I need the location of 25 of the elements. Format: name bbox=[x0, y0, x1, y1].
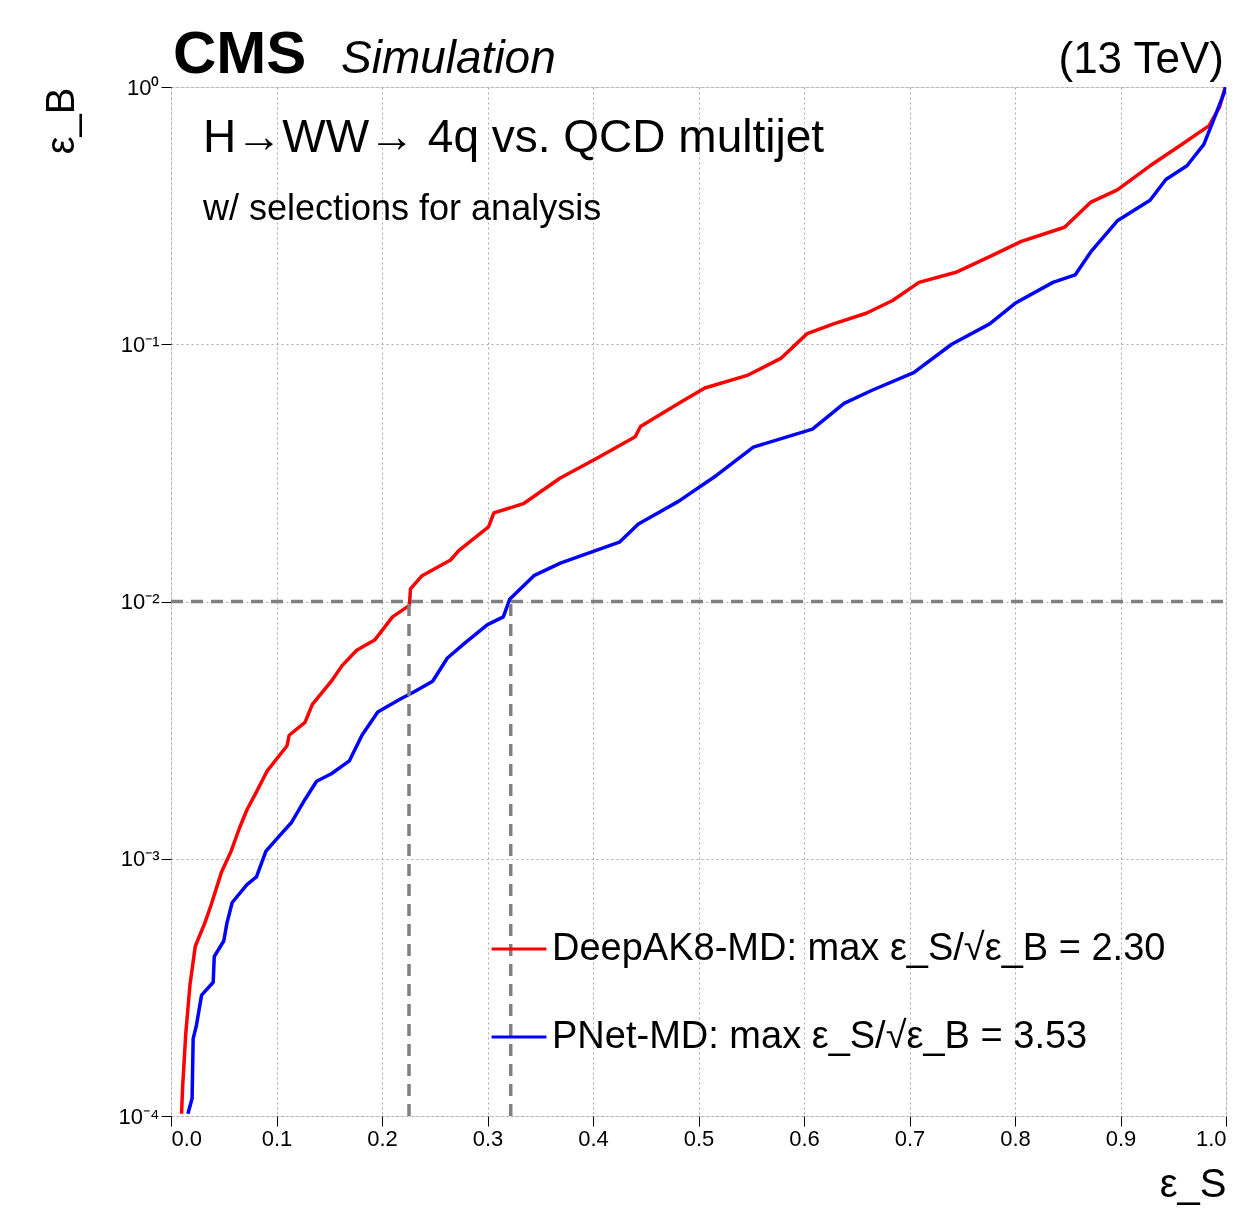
x-tick-label: 0.2 bbox=[367, 1125, 398, 1151]
x-tick-label: 0.8 bbox=[1000, 1125, 1031, 1151]
x-tick-label: 0.0 bbox=[171, 1125, 203, 1151]
x-axis-title: ε_S bbox=[1159, 1160, 1227, 1205]
x-tick-label: 0.3 bbox=[472, 1125, 504, 1151]
y-tick-label: 10⁻³ bbox=[120, 846, 160, 872]
chart-subtitle: Simulation bbox=[341, 31, 556, 83]
y-axis-title: ε_B bbox=[37, 87, 82, 155]
x-tick-label: 0.6 bbox=[789, 1125, 820, 1151]
x-tick-label: 0.4 bbox=[578, 1125, 609, 1151]
text: (13 TeV) bbox=[1058, 33, 1224, 82]
legend-label: DeepAK8-MD: max ε_S/√ε_B = 2.30 bbox=[552, 926, 1166, 968]
x-tick-label: 0.9 bbox=[1105, 1125, 1137, 1151]
y-tick-label: 10⁻¹ bbox=[120, 331, 160, 357]
x-tick-label: 1.0 bbox=[1195, 1125, 1227, 1151]
y-tick-label: 10⁰ bbox=[127, 74, 160, 100]
annotation: w/ selections for analysis bbox=[202, 187, 602, 228]
x-tick-label: 0.7 bbox=[894, 1125, 926, 1151]
y-tick-label: 10⁻⁴ bbox=[118, 1103, 160, 1129]
x-tick-label: 0.5 bbox=[683, 1125, 715, 1151]
chart-title: CMS bbox=[173, 19, 307, 86]
x-tick-label: 0.1 bbox=[261, 1125, 293, 1151]
y-tick-label: 10⁻² bbox=[120, 589, 160, 614]
annotation: H→WW→ 4q vs. QCD multijet bbox=[203, 110, 825, 162]
legend-label: PNet-MD: max ε_S/√ε_B = 3.53 bbox=[552, 1014, 1088, 1056]
